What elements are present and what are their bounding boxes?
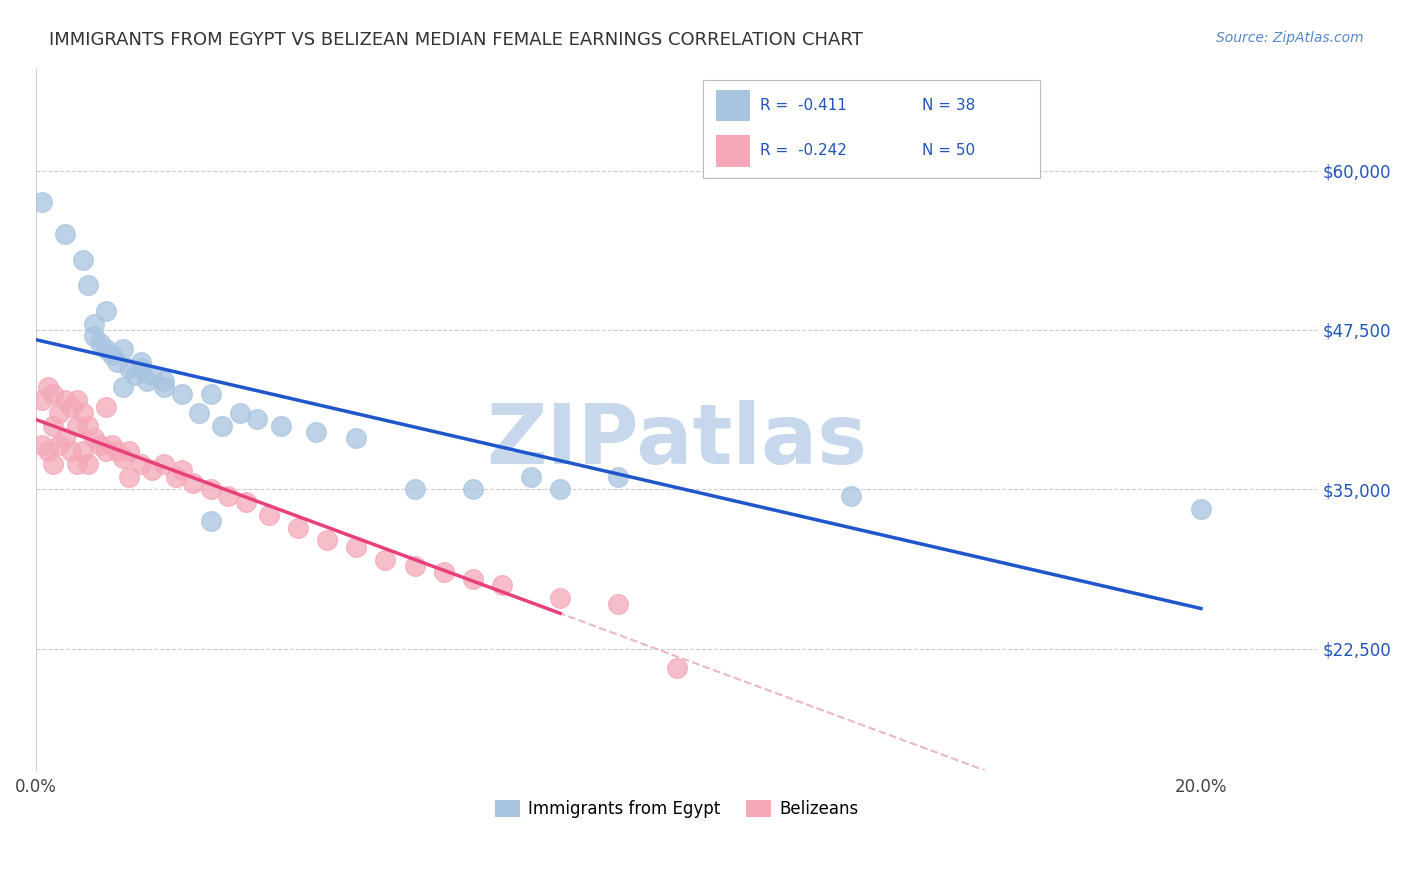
Point — [316, 533, 339, 548]
Point — [235, 495, 257, 509]
Text: ZIPatlas: ZIPatlas — [486, 400, 868, 481]
Point — [107, 355, 129, 369]
Point — [607, 469, 630, 483]
Point — [170, 463, 193, 477]
Point — [118, 444, 141, 458]
Point — [37, 380, 59, 394]
Point — [94, 303, 117, 318]
Point — [53, 393, 76, 408]
Point — [304, 425, 326, 439]
Bar — [717, 136, 751, 167]
Point — [37, 444, 59, 458]
Point — [211, 418, 233, 433]
Point — [153, 380, 176, 394]
Point — [31, 438, 53, 452]
Point — [72, 444, 94, 458]
Point — [129, 355, 152, 369]
Point — [200, 514, 222, 528]
Point — [48, 406, 70, 420]
Point — [59, 400, 82, 414]
Point — [491, 578, 513, 592]
Point — [66, 418, 89, 433]
Point — [548, 591, 571, 605]
Point — [66, 457, 89, 471]
Point — [374, 552, 396, 566]
Point — [200, 483, 222, 497]
Point — [42, 457, 65, 471]
Point — [42, 418, 65, 433]
Point — [77, 457, 100, 471]
Point — [257, 508, 280, 522]
Point — [607, 597, 630, 611]
Point — [100, 438, 122, 452]
Point — [129, 457, 152, 471]
Text: R =  -0.411: R = -0.411 — [761, 98, 848, 113]
Point — [548, 483, 571, 497]
Point — [100, 349, 122, 363]
Point — [112, 450, 135, 465]
Point — [287, 521, 309, 535]
Point — [42, 386, 65, 401]
Point — [94, 400, 117, 414]
Point — [141, 368, 163, 382]
Point — [229, 406, 252, 420]
Point — [404, 558, 426, 573]
Point — [461, 572, 484, 586]
Point — [1189, 501, 1212, 516]
Point — [270, 418, 292, 433]
Point — [153, 374, 176, 388]
Point — [118, 361, 141, 376]
Point — [83, 431, 105, 445]
Point — [404, 483, 426, 497]
Point — [112, 380, 135, 394]
Text: Source: ZipAtlas.com: Source: ZipAtlas.com — [1216, 31, 1364, 45]
Point — [200, 386, 222, 401]
Point — [520, 469, 543, 483]
Point — [53, 227, 76, 242]
Point — [66, 393, 89, 408]
Legend: Immigrants from Egypt, Belizeans: Immigrants from Egypt, Belizeans — [488, 793, 865, 825]
Point — [72, 406, 94, 420]
Point — [83, 329, 105, 343]
Text: IMMIGRANTS FROM EGYPT VS BELIZEAN MEDIAN FEMALE EARNINGS CORRELATION CHART: IMMIGRANTS FROM EGYPT VS BELIZEAN MEDIAN… — [49, 31, 863, 49]
Point — [124, 368, 146, 382]
Point — [53, 431, 76, 445]
Point — [841, 489, 863, 503]
Point — [344, 431, 367, 445]
Point — [181, 476, 204, 491]
Point — [433, 566, 456, 580]
Point — [59, 444, 82, 458]
Point — [141, 463, 163, 477]
Text: N = 50: N = 50 — [922, 144, 976, 159]
Point — [48, 438, 70, 452]
Point — [461, 483, 484, 497]
Point — [89, 438, 111, 452]
Point — [217, 489, 239, 503]
Point — [94, 444, 117, 458]
Point — [129, 361, 152, 376]
Point — [72, 252, 94, 267]
Point — [118, 469, 141, 483]
Point — [135, 374, 157, 388]
Point — [94, 342, 117, 356]
Text: N = 38: N = 38 — [922, 98, 976, 113]
Point — [83, 317, 105, 331]
Point — [77, 278, 100, 293]
Text: R =  -0.242: R = -0.242 — [761, 144, 848, 159]
Point — [77, 418, 100, 433]
Bar — [717, 90, 751, 121]
Point — [246, 412, 269, 426]
Point — [89, 335, 111, 350]
Point — [107, 444, 129, 458]
Point — [344, 540, 367, 554]
Point — [31, 195, 53, 210]
Point — [31, 393, 53, 408]
Point — [188, 406, 211, 420]
Point — [165, 469, 187, 483]
Point — [170, 386, 193, 401]
Point — [153, 457, 176, 471]
Point — [112, 342, 135, 356]
Point — [665, 661, 688, 675]
